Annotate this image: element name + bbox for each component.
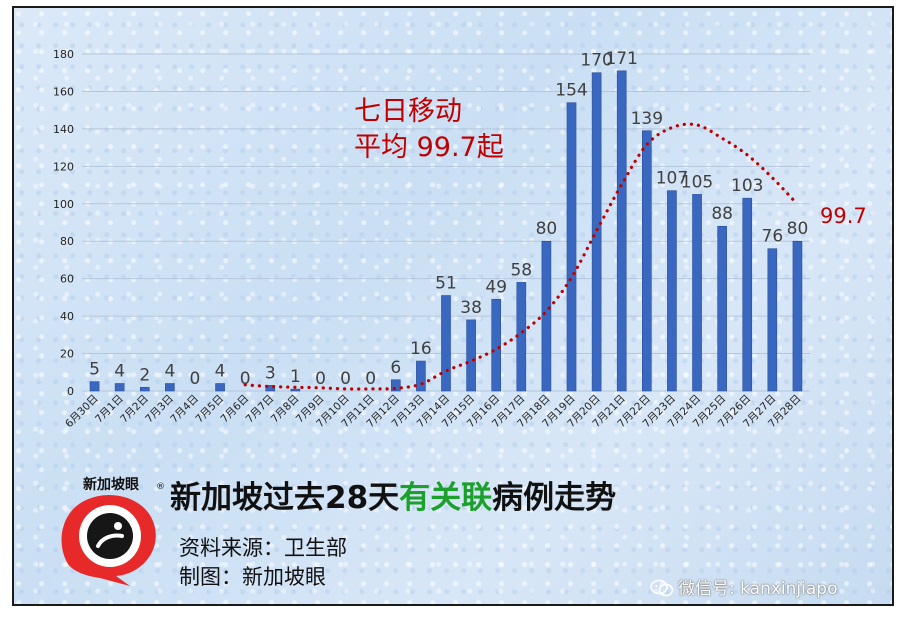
bar-value-label: 139 bbox=[631, 109, 663, 129]
bar-value-label: 0 bbox=[190, 369, 201, 389]
bar-value-label: 105 bbox=[681, 172, 713, 192]
bar-value-label: 16 bbox=[410, 339, 432, 359]
bar-value-label: 103 bbox=[731, 176, 763, 196]
chart-maker-credit: 制图：新加坡眼 bbox=[179, 565, 326, 589]
y-axis-ticks: 0 20 40 60 80 100 120 140 160 180 bbox=[53, 48, 74, 398]
bar-value-label: 154 bbox=[555, 81, 587, 101]
ma-annotation-line1: 七日移动 bbox=[354, 96, 462, 127]
bar-value-label: 0 bbox=[315, 369, 326, 389]
title-part1: 新加坡过去28天 bbox=[170, 480, 400, 516]
bar bbox=[541, 240, 552, 392]
logo-reg-mark: ® bbox=[156, 482, 165, 492]
bar-value-label: 51 bbox=[435, 274, 457, 294]
bar bbox=[792, 240, 803, 392]
x-tick-label: 6月30日 bbox=[63, 393, 101, 431]
bar-value-label: 49 bbox=[485, 277, 507, 297]
y-tick-label: 160 bbox=[53, 85, 74, 98]
bar bbox=[491, 298, 502, 392]
bar-value-label: 38 bbox=[460, 298, 482, 318]
title-highlight: 有关联 bbox=[399, 480, 493, 516]
bar bbox=[466, 319, 476, 392]
bars bbox=[89, 70, 803, 392]
y-tick-label: 20 bbox=[60, 348, 74, 361]
bar bbox=[642, 130, 652, 392]
bar-value-label: 3 bbox=[265, 363, 276, 383]
grid-lines bbox=[82, 53, 810, 392]
wechat-watermark: 微信号: kanxinjiapo bbox=[650, 574, 837, 599]
bar bbox=[692, 194, 702, 392]
bar-value-label: 1 bbox=[290, 367, 301, 387]
eye-logo-icon: 新加坡眼 ® bbox=[61, 476, 165, 586]
y-tick-label: 140 bbox=[53, 123, 74, 136]
bar bbox=[89, 381, 100, 392]
chart-title: 新加坡过去28天有关联病例走势 bbox=[170, 472, 616, 517]
bar-value-label: 4 bbox=[114, 362, 125, 382]
bar-value-label: 0 bbox=[240, 369, 251, 389]
bar-value-label: 4 bbox=[215, 362, 226, 382]
bar-value-label: 171 bbox=[605, 49, 637, 69]
y-tick-label: 120 bbox=[53, 160, 74, 173]
y-tick-label: 40 bbox=[60, 310, 74, 323]
moving-average-line bbox=[243, 122, 799, 391]
y-tick-label: 0 bbox=[67, 385, 74, 398]
bar bbox=[139, 386, 150, 392]
xinjiapo-eye-logo: 新加坡眼 ® bbox=[50, 472, 180, 590]
bar-value-label: 76 bbox=[762, 227, 784, 247]
wechat-watermark-label: 微信号: kanxinjiapo bbox=[678, 579, 838, 599]
title-part2: 病例走势 bbox=[492, 480, 617, 516]
y-tick-label: 100 bbox=[53, 198, 74, 211]
bar bbox=[416, 360, 426, 392]
chart-frame: 0 20 40 60 80 100 120 140 160 180 5 4 2 4 0 4 0 3 1 0 0 0 6 16… bbox=[12, 6, 894, 606]
bar bbox=[742, 197, 753, 392]
bar bbox=[441, 295, 451, 392]
x-axis-ticks: 6月30日7月1日7月2日7月3日7月4日7月5日7月6日7月7日7月8日7月9… bbox=[63, 393, 803, 431]
bar bbox=[767, 248, 778, 392]
logo-text: 新加坡眼 bbox=[83, 476, 139, 493]
bar-value-label: 5 bbox=[89, 360, 100, 380]
bar-value-label: 58 bbox=[510, 260, 532, 280]
bar-value-label: 80 bbox=[787, 219, 809, 239]
bar-value-label: 88 bbox=[711, 204, 733, 224]
bar bbox=[566, 102, 577, 392]
bar-value-label: 6 bbox=[390, 358, 401, 378]
bar bbox=[265, 385, 276, 392]
bar-value-label: 170 bbox=[580, 51, 612, 71]
bar bbox=[165, 383, 175, 392]
bar bbox=[667, 190, 677, 392]
y-tick-label: 80 bbox=[60, 235, 74, 248]
ma-annotation-line2: 平均 99.7起 bbox=[354, 132, 504, 163]
moving-average-annotation: 七日移动 平均 99.7起 bbox=[354, 94, 504, 166]
y-tick-label: 180 bbox=[53, 48, 74, 61]
data-labels: 5 4 2 4 0 4 0 3 1 0 0 06165138495880154170171139107… bbox=[89, 49, 808, 389]
bar bbox=[591, 72, 602, 392]
bar bbox=[290, 388, 301, 392]
bar-value-label: 80 bbox=[536, 219, 558, 239]
data-source-credit: 资料来源：卫生部 bbox=[179, 536, 347, 560]
bar-value-label: 2 bbox=[139, 365, 150, 385]
bar bbox=[390, 379, 401, 392]
bar bbox=[215, 383, 225, 392]
bar bbox=[616, 70, 627, 392]
bar-value-label: 4 bbox=[164, 362, 175, 382]
bar bbox=[114, 383, 125, 392]
bar-value-label: 107 bbox=[656, 169, 688, 189]
wechat-icon bbox=[650, 579, 674, 597]
bar-value-label: 0 bbox=[365, 369, 376, 389]
y-tick-label: 60 bbox=[60, 273, 74, 286]
bar bbox=[717, 225, 727, 392]
ma-last-value-label: 99.7 bbox=[820, 204, 867, 228]
bar-value-label: 0 bbox=[340, 369, 351, 389]
